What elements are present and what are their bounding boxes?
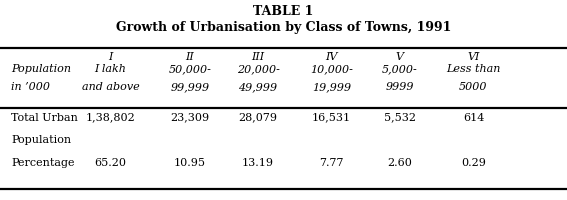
Text: 5,532: 5,532	[384, 112, 416, 122]
Text: I lakh: I lakh	[95, 64, 126, 74]
Text: in ’000: in ’000	[11, 82, 50, 92]
Text: II: II	[185, 52, 194, 62]
Text: 5,000-: 5,000-	[382, 64, 418, 74]
Text: 10.95: 10.95	[174, 157, 206, 167]
Text: 2.60: 2.60	[387, 157, 412, 167]
Text: I: I	[108, 52, 113, 62]
Text: 20,000-: 20,000-	[236, 64, 280, 74]
Text: Population: Population	[11, 134, 71, 144]
Text: III: III	[251, 52, 265, 62]
Text: 0.29: 0.29	[461, 157, 486, 167]
Text: 10,000-: 10,000-	[310, 64, 353, 74]
Text: 7.77: 7.77	[319, 157, 344, 167]
Text: V: V	[396, 52, 404, 62]
Text: 49,999: 49,999	[238, 82, 278, 92]
Text: Population: Population	[11, 64, 71, 74]
Text: Percentage: Percentage	[11, 157, 75, 167]
Text: VI: VI	[467, 52, 480, 62]
Text: Less than: Less than	[446, 64, 501, 74]
Text: 9999: 9999	[386, 82, 414, 92]
Text: and above: and above	[82, 82, 139, 92]
Text: Total Urban: Total Urban	[11, 112, 78, 122]
Text: 5000: 5000	[459, 82, 488, 92]
Text: 23,309: 23,309	[170, 112, 210, 122]
Text: TABLE 1: TABLE 1	[253, 5, 314, 18]
Text: 1,38,802: 1,38,802	[86, 112, 136, 122]
Text: 28,079: 28,079	[239, 112, 277, 122]
Text: 19,999: 19,999	[312, 82, 352, 92]
Text: 65.20: 65.20	[95, 157, 126, 167]
Text: 13.19: 13.19	[242, 157, 274, 167]
Text: 16,531: 16,531	[312, 112, 352, 122]
Text: 99,999: 99,999	[170, 82, 210, 92]
Text: 50,000-: 50,000-	[168, 64, 211, 74]
Text: IV: IV	[325, 52, 338, 62]
Text: 614: 614	[463, 112, 484, 122]
Text: Growth of Urbanisation by Class of Towns, 1991: Growth of Urbanisation by Class of Towns…	[116, 21, 451, 34]
